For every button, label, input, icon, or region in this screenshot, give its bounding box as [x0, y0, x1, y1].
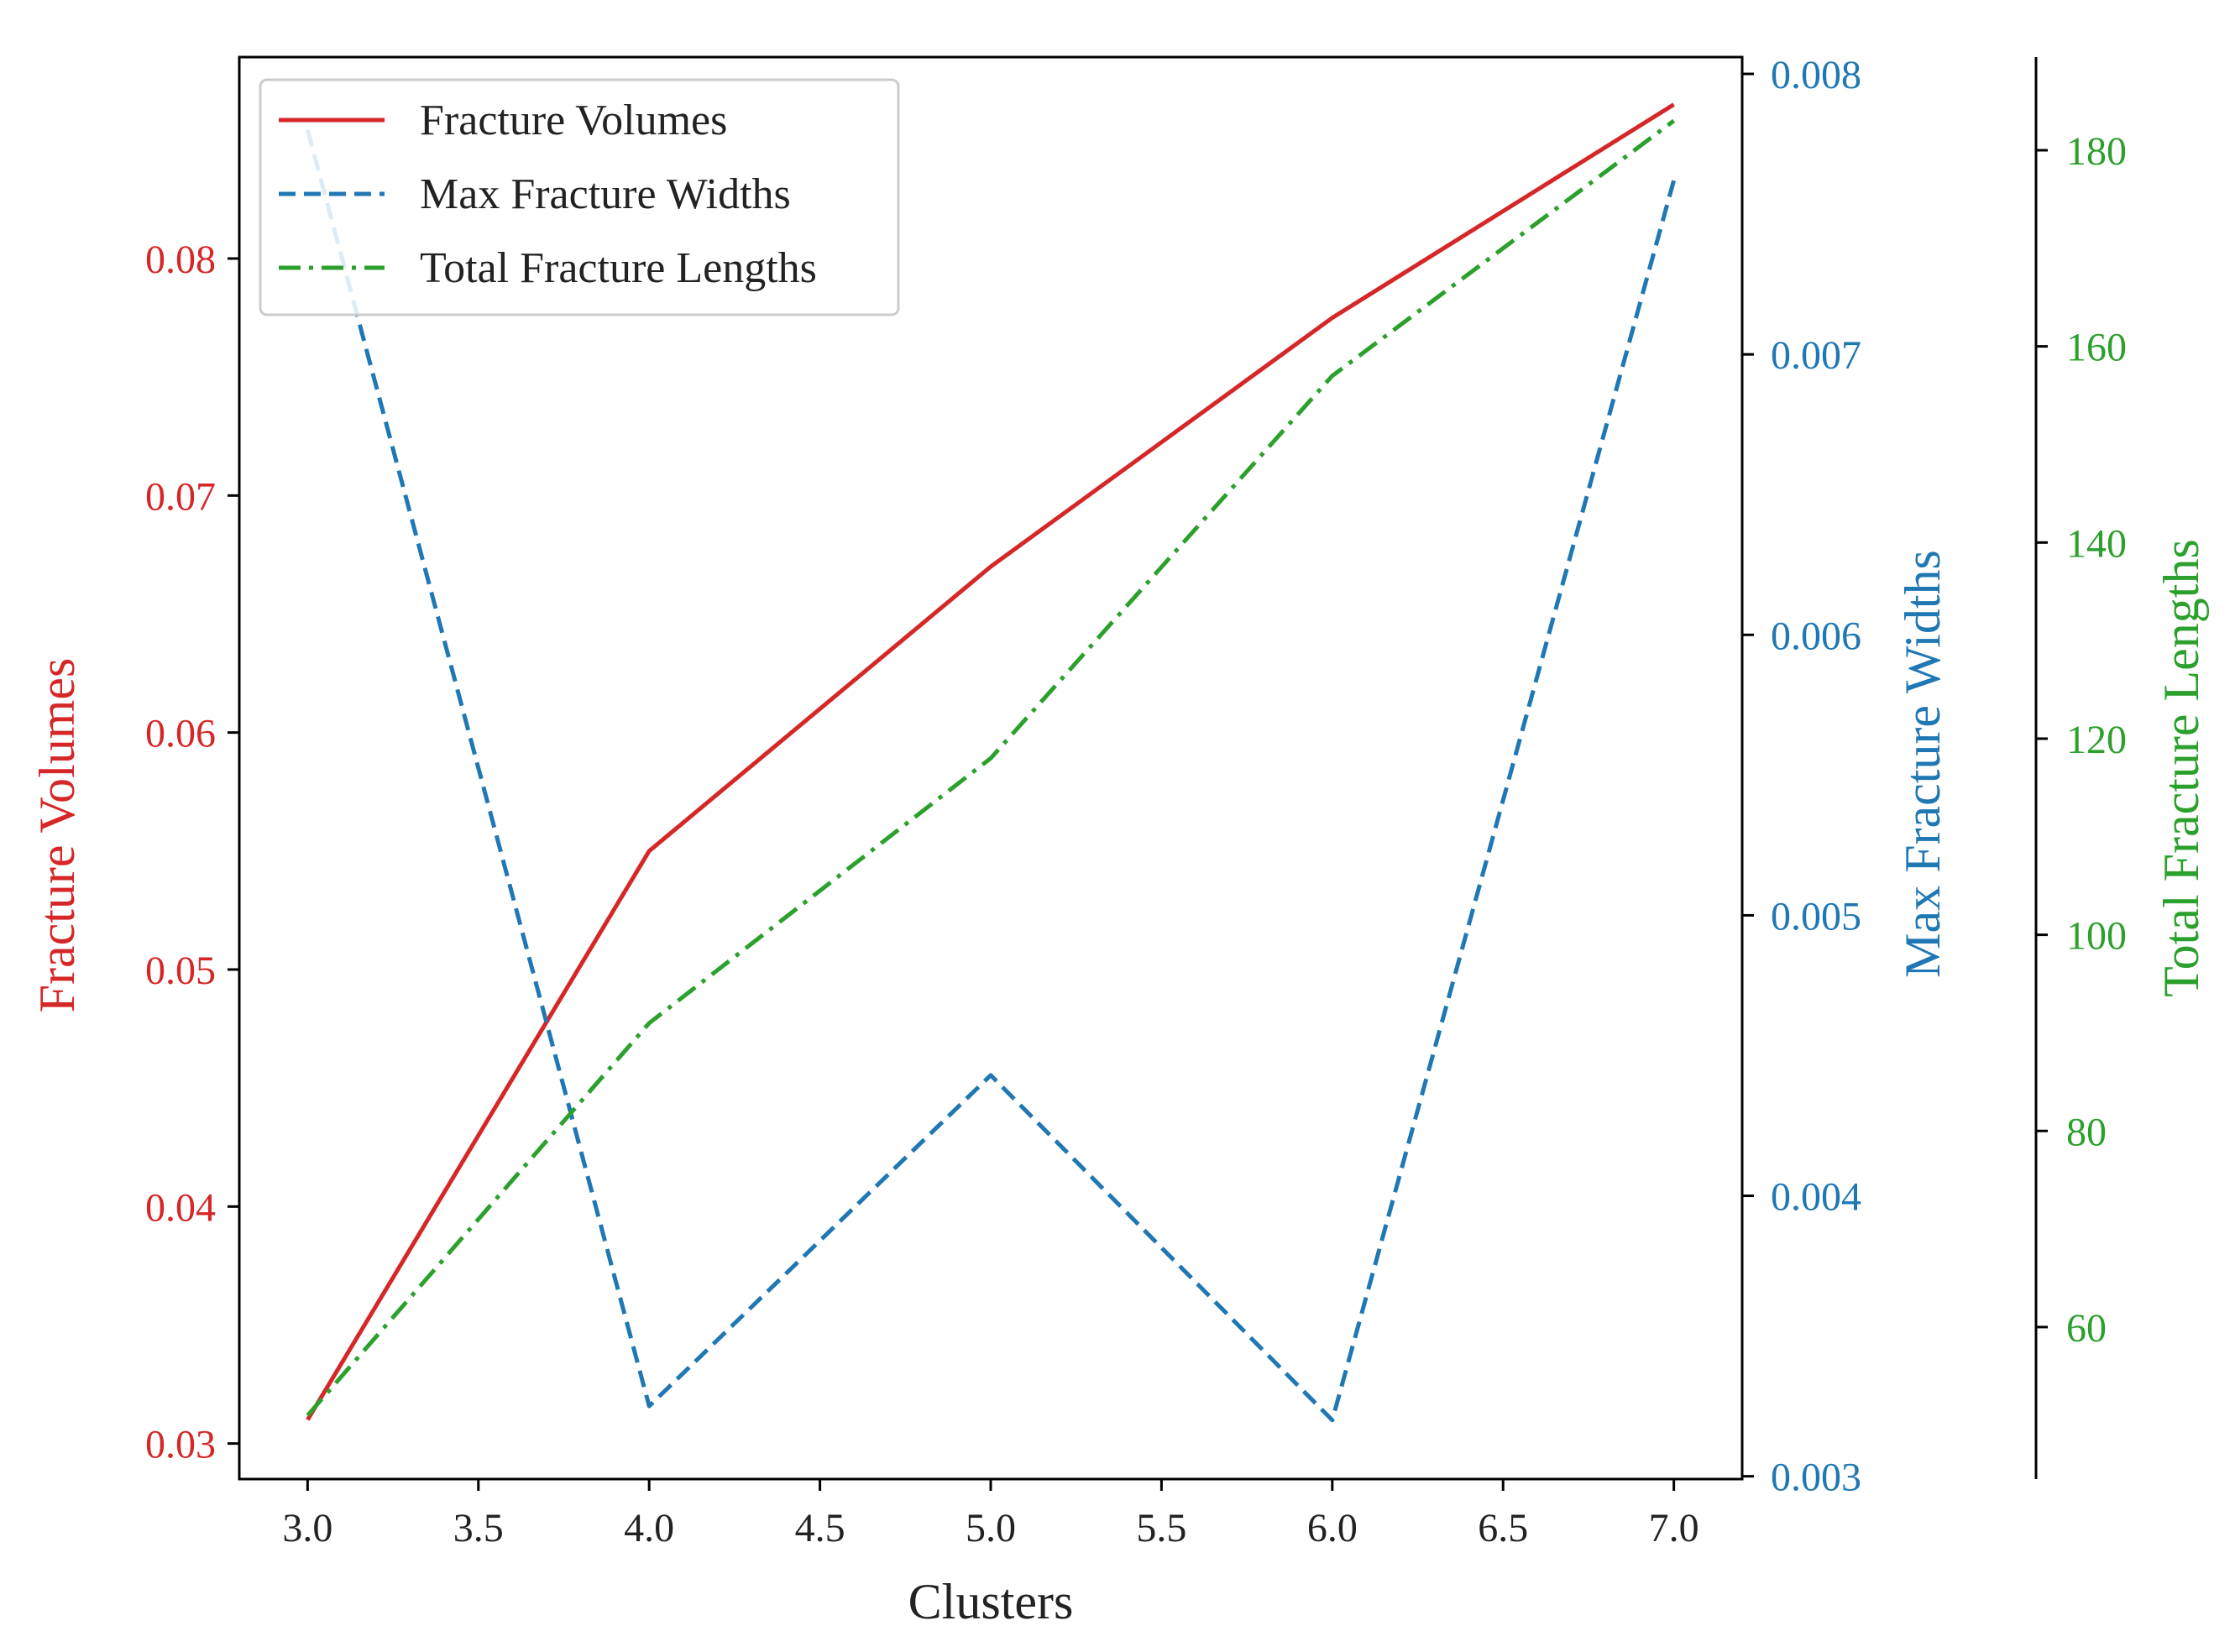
outer-axis-title: Total Fracture Lengths [2154, 539, 2209, 997]
right-tick-label: 0.005 [1771, 894, 1861, 938]
left-tick-label: 0.05 [145, 949, 216, 993]
x-tick-label: 6.5 [1478, 1506, 1528, 1550]
right-tick-label: 0.003 [1771, 1456, 1861, 1500]
outer-tick-label: 140 [2066, 521, 2127, 566]
x-tick-label: 3.5 [453, 1506, 504, 1550]
series-lines [305, 102, 1677, 1423]
left-tick-label: 0.07 [145, 474, 216, 519]
right-tick-label: 0.008 [1771, 53, 1861, 97]
outer-tick-label: 60 [2066, 1306, 2107, 1351]
left-tick-label: 0.06 [145, 712, 216, 756]
left-tick-label: 0.08 [145, 238, 216, 282]
right-tick-label: 0.007 [1771, 333, 1861, 378]
right-tick-label: 0.006 [1771, 614, 1861, 658]
legend-box [259, 78, 900, 316]
x-axis-title: Clusters [908, 1574, 1074, 1629]
legend-label: Max Fracture Widths [420, 170, 791, 218]
series-line-total-fracture-lengths [306, 118, 1676, 1417]
right-tick-label: 0.004 [1771, 1175, 1861, 1220]
outer-tick-label: 160 [2066, 326, 2127, 370]
x-tick-label: 7.0 [1649, 1506, 1699, 1550]
left-tick-label: 0.04 [145, 1185, 216, 1230]
legend-label: Total Fracture Lengths [420, 244, 817, 292]
x-tick-label: 6.0 [1307, 1506, 1358, 1550]
series-line-fracture-volumes [306, 102, 1675, 1421]
right-axis-title: Max Fracture Widths [1895, 550, 1950, 978]
left-axis-title: Fracture Volumes [29, 658, 85, 1013]
x-tick-label: 4.5 [795, 1506, 845, 1550]
outer-tick-label: 120 [2066, 718, 2127, 762]
x-tick-label: 4.0 [624, 1506, 674, 1550]
left-tick-label: 0.03 [145, 1423, 216, 1467]
legend: Fracture Volumes Max Fracture Widths Total… [259, 78, 900, 316]
outer-tick-label: 180 [2066, 129, 2127, 174]
x-tick-label: 5.5 [1136, 1506, 1186, 1550]
series-line-max-fracture-widths [305, 129, 1677, 1423]
outer-tick-label: 80 [2066, 1110, 2107, 1154]
x-tick-label: 3.0 [282, 1506, 332, 1550]
legend-label: Fracture Volumes [420, 97, 727, 144]
x-tick-label: 5.0 [966, 1506, 1016, 1550]
outer-tick-label: 100 [2066, 914, 2127, 959]
axes: 3.0 3.5 4.0 4.5 5.0 5.5 6.0 6.5 7.0 Clusters 0.03 0… [29, 53, 2209, 1629]
